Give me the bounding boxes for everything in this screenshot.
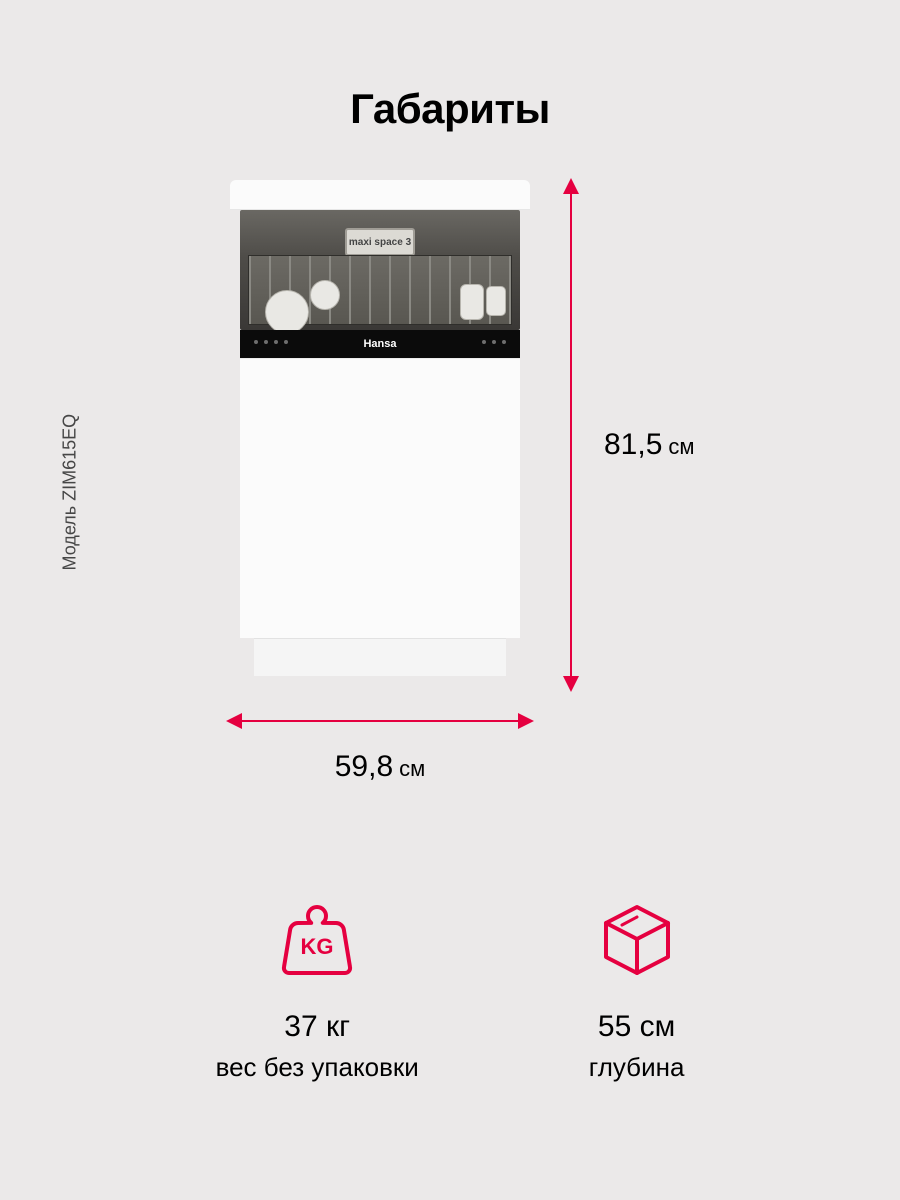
weight-subtitle: вес без упаковки — [216, 1052, 419, 1083]
weight-stat: KG 37 кг вес без упаковки — [216, 900, 419, 1083]
height-value: 81,5 — [604, 428, 662, 461]
svg-text:KG: KG — [301, 934, 334, 959]
depth-value: 55 см — [598, 1010, 675, 1044]
height-unit: см — [668, 434, 694, 459]
panel-indicator-icons — [254, 340, 288, 344]
cup-icon — [486, 286, 506, 316]
depth-subtitle: глубина — [589, 1052, 685, 1083]
height-dimension-label: 81,5см — [604, 428, 695, 462]
stats-row: KG 37 кг вес без упаковки 55 см глубина — [0, 900, 900, 1083]
appliance-door — [240, 358, 520, 638]
width-arrow-icon — [228, 720, 532, 722]
appliance-control-panel: Hansa — [240, 330, 520, 358]
depth-cube-icon — [597, 900, 677, 980]
model-label: Модель ZIM615EQ — [60, 414, 81, 571]
cup-icon — [460, 284, 484, 320]
width-value: 59,8 — [335, 750, 393, 783]
page-title: Габариты — [350, 85, 550, 133]
interior-badge: maxi space 3 — [345, 228, 415, 256]
dishwasher-illustration: maxi space 3 Hansa — [230, 180, 530, 680]
appliance-interior: maxi space 3 — [240, 210, 520, 330]
weight-icon: KG — [277, 900, 357, 980]
brand-label: Hansa — [363, 338, 396, 350]
bowl-icon — [310, 280, 340, 310]
width-dimension-label: 59,8см — [335, 750, 426, 784]
plate-icon — [265, 290, 309, 330]
depth-stat: 55 см глубина — [589, 900, 685, 1083]
appliance-plinth — [254, 638, 506, 676]
height-arrow-icon — [570, 180, 572, 690]
panel-indicator-icons — [482, 340, 506, 344]
width-unit: см — [399, 756, 425, 781]
weight-value: 37 кг — [284, 1010, 350, 1044]
appliance-countertop — [230, 180, 530, 210]
